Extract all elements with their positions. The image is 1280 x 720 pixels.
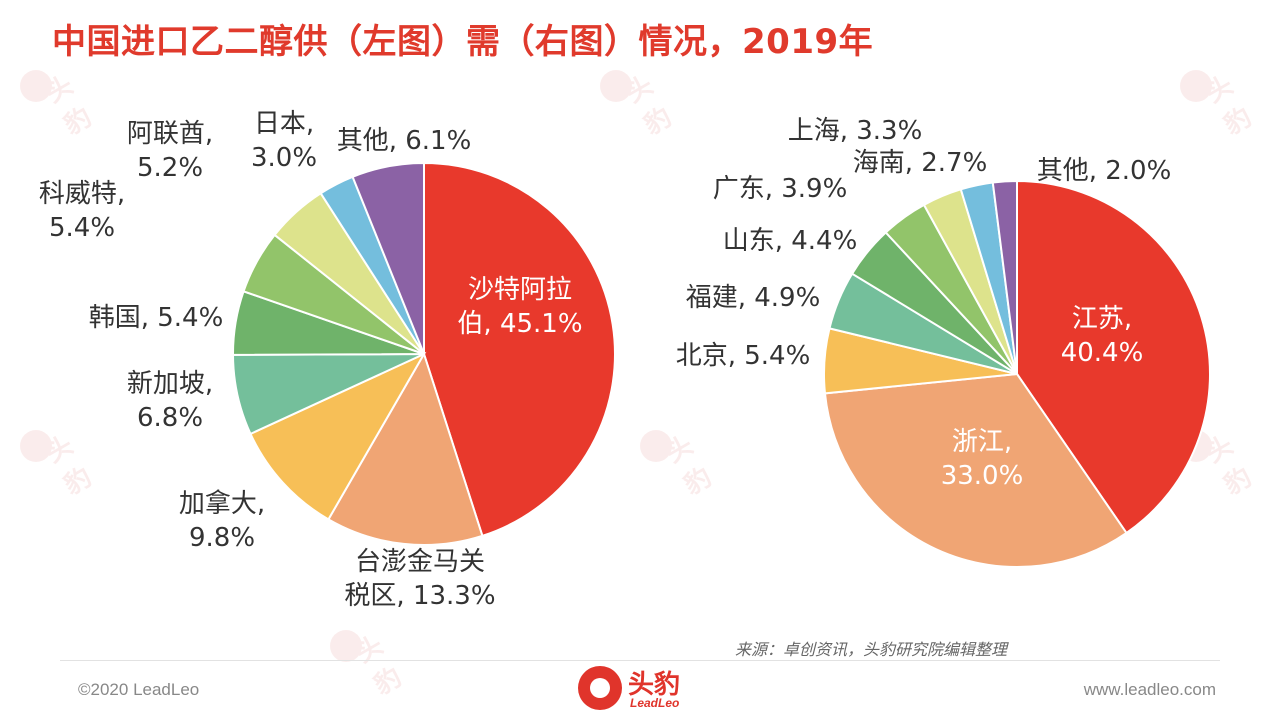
slice-label: 其他, 6.1% [337,126,472,156]
slice-label: 阿联酋, 5.2% [127,119,213,183]
slice-label: 其他, 2.0% [1037,156,1172,186]
slice-label-line: 其他, 6.1% [337,126,472,156]
slice-label-line: 科威特, [39,179,125,209]
slice-label-line: 浙江, [952,427,1012,457]
slice-label: 新加坡, 6.8% [127,369,213,433]
pie-chart-supply: 沙特阿拉伯, 45.1% 台澎金马关税区, 13.3% 加拿大, 9.8% 新加坡, 6.… [39,109,616,611]
slice-label-line: 伯, 45.1% [457,309,582,339]
slice-label-line: 其他, 2.0% [1037,156,1172,186]
slice-label-line: 山东, 4.4% [723,226,858,256]
slice-label: 福建, 4.9% [686,283,821,313]
slice-label-line: 税区, 13.3% [344,581,495,611]
slice-label-line: 新加坡, [127,369,213,399]
slice-label: 北京, 5.4% [676,341,811,371]
copyright-text: ©2020 LeadLeo [78,680,200,699]
pie-slice [1016,179,1211,535]
slice-label: 浙江, 33.0% [941,427,1024,491]
slice-label-line: 江苏, [1072,304,1132,334]
slice-label-line: 海南, 2.7% [853,148,988,178]
slice-label-line: 上海, 3.3% [788,116,923,146]
pie-slice [327,351,484,546]
slice-label-line: 福建, 4.9% [686,283,821,313]
pie-chart-demand: 江苏, 40.4% 浙江, 33.0% 北京, 5.4% 福建, 4.9% 山东, 4.4%… [676,116,1211,568]
slice-label: 上海, 3.3% [788,116,923,146]
leopard-icon [578,666,622,710]
slice-label: 沙特阿拉伯, 45.1% [457,275,582,339]
slice-label: 台澎金马关税区, 13.3% [344,547,495,611]
pie-slice [249,351,427,521]
website-link[interactable]: www.leadleo.com [1083,680,1216,699]
slice-label-line: 台澎金马关 [355,547,485,577]
slice-label-line: 沙特阿拉 [468,275,572,305]
slice-label: 海南, 2.7% [853,148,988,178]
slice-label-line: 5.4% [49,213,115,243]
slice-label-line: 9.8% [189,523,255,553]
slice-label-line: 40.4% [1061,338,1144,368]
slice-label: 江苏, 40.4% [1061,304,1144,368]
slice-label-line: 5.2% [137,153,203,183]
slice-label: 韩国, 5.4% [89,303,224,333]
footer-divider [60,660,1220,661]
slice-label: 山东, 4.4% [723,226,858,256]
slice-label: 科威特, 5.4% [39,179,125,243]
slice-label-line: 阿联酋, [127,119,213,149]
pie-slice [823,372,1128,568]
slice-label-line: 33.0% [941,461,1024,491]
slice-label-line: 韩国, 5.4% [89,303,224,333]
slice-label-line: 3.0% [251,143,317,173]
pie-slice [991,179,1018,375]
slice-label-line: 日本, [254,109,314,139]
slice-label-line: 加拿大, [179,489,265,519]
pie-slice [351,161,425,355]
slice-label: 广东, 3.9% [713,174,848,204]
slice-label-line: 广东, 3.9% [713,174,848,204]
slice-label-line: 北京, 5.4% [676,341,811,371]
slice-label-line: 6.8% [137,403,203,433]
logo-text: 头豹 [628,670,681,700]
leadleo-logo: 头豹 LeadLeo [578,664,708,716]
pie-slice [423,161,616,538]
slice-label: 加拿大, 9.8% [179,489,265,553]
slice-label: 日本, 3.0% [251,109,317,173]
source-note: 来源：卓创资讯，头豹研究院编辑整理 [735,640,1008,659]
logo-subtext: LeadLeo [630,696,680,710]
page-title: 中国进口乙二醇供（左图）需（右图）情况，2019年 [52,22,874,62]
